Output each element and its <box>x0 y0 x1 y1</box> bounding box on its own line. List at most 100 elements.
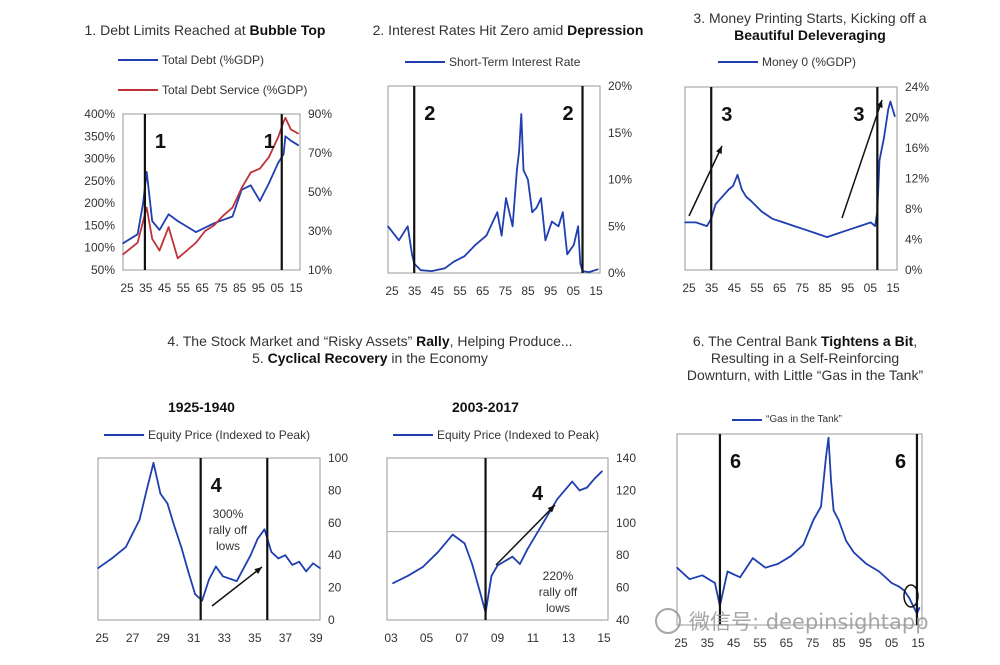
p2-xtick-label: 95 <box>544 284 558 298</box>
p6-gas-point <box>825 456 827 458</box>
p3-a-arrow-shaft <box>688 145 723 217</box>
p2-xtick-label: 85 <box>521 284 535 298</box>
p2-rate-point <box>444 267 446 270</box>
p4a-xtick-label: 35 <box>248 631 262 645</box>
p3-ytick-label: 20% <box>905 111 929 125</box>
p3-xtick-label: 35 <box>705 281 719 295</box>
p6-xtick-label: 55 <box>753 636 767 650</box>
legend-swatch-blue <box>118 59 158 61</box>
p4b-equity-point <box>490 575 493 577</box>
p1-ytick-label: 300% <box>84 152 115 166</box>
p4a-annotation: lows <box>216 539 240 553</box>
p1-frame <box>122 113 301 271</box>
p4b-equity-point <box>451 533 454 536</box>
p3-money0-point <box>745 196 747 198</box>
p2-marker-label: 2 <box>563 103 574 125</box>
p6-gas-point <box>676 566 678 569</box>
p1-total-debt-point <box>297 144 299 146</box>
legend-debt-service: Total Debt Service (%GDP) <box>118 83 307 97</box>
p4b-ytick-label: 120 <box>616 483 636 497</box>
p4b-equity-point <box>541 523 544 526</box>
p4a-ytick-label: 100 <box>328 451 348 465</box>
p1-debt-service-point <box>268 156 270 158</box>
p6-marker-label: 6 <box>895 451 906 473</box>
p1-ytick-label: 100% <box>84 241 115 255</box>
panel5-title-pre: 5. <box>252 350 268 366</box>
p4b-equity-point <box>601 470 603 473</box>
p6-gas-point <box>865 563 868 565</box>
p6-gas-point <box>802 543 805 546</box>
p6-xtick-label: 05 <box>885 636 899 650</box>
p6-gas-point <box>890 582 893 584</box>
p1-xtick-label: 95 <box>252 281 266 295</box>
p2-rate-point <box>572 244 575 246</box>
p4a-arrow-head <box>254 567 262 574</box>
p1-xtick-label: 35 <box>139 281 153 295</box>
p3-money0-point <box>883 137 885 140</box>
p2-rate-point <box>527 178 529 181</box>
p2-rate-point <box>492 220 494 223</box>
p6-highlight-circle <box>903 584 919 608</box>
p3-ytick-label: 24% <box>905 80 929 94</box>
p1-total-debt-point <box>268 182 270 184</box>
p6-gas-point <box>830 480 832 483</box>
p2-xtick-label: 55 <box>453 284 467 298</box>
p1-debt-service-point <box>145 206 148 209</box>
p6-gas-point <box>812 519 815 521</box>
legend-total-debt: Total Debt (%GDP) <box>118 53 264 67</box>
p3-money0-point <box>859 225 861 227</box>
p3-money0-point <box>721 196 723 198</box>
p2-rate-point <box>588 271 590 273</box>
p1-total-debt-point <box>176 220 179 222</box>
p3-ytick-label: 16% <box>905 141 929 155</box>
p1-debt-service-point <box>259 167 261 170</box>
p1-debt-service-point <box>142 220 144 223</box>
p4a-frame <box>97 457 321 621</box>
p6-gas-point <box>726 570 729 573</box>
p4b-equity-point <box>526 548 529 551</box>
p3-money0-point <box>894 115 896 118</box>
p4a-equity-point <box>312 562 314 565</box>
p1-xtick-label: 15 <box>289 281 303 295</box>
p3-money0-point <box>706 225 708 227</box>
p3-money0-point <box>732 185 734 187</box>
panel4-title-text: 4. The Stock Market and “Risky Assets” <box>167 333 417 349</box>
p2-ytick-label: 10% <box>608 173 632 187</box>
p4b-ytick-label: 40 <box>616 613 630 627</box>
p4a-equity-point <box>215 565 217 568</box>
legend-short-term-rate: Short-Term Interest Rate <box>405 55 580 69</box>
p4b-equity-point <box>571 480 573 483</box>
p4a-ytick-label: 0 <box>328 613 335 627</box>
p4a-equity-point <box>277 557 280 560</box>
panel6-title-line3: Downturn, with Little “Gas in the Tank” <box>686 367 924 383</box>
legend-swatch-red <box>118 89 158 91</box>
p3-xtick-label: 45 <box>728 281 742 295</box>
p4b-arrow-shaft <box>495 504 556 566</box>
p2-rate-point <box>520 113 523 115</box>
p2-rate-point <box>406 225 409 228</box>
legend-swatch-blue <box>393 434 433 436</box>
legend-label: Money 0 (%GDP) <box>762 55 857 69</box>
panel4b-subtitle: 2003-2017 <box>452 399 519 415</box>
legend-money0: Money 0 (%GDP) <box>718 55 856 69</box>
p1-marker-label: 1 <box>264 131 275 153</box>
p1-marker-label: 1 <box>155 131 166 153</box>
p3-money0-point <box>804 228 807 231</box>
p6-gas-point <box>739 576 741 579</box>
panel3-title-bold: Beautiful Deleveraging <box>734 27 886 43</box>
p1-total-debt-point <box>122 242 124 245</box>
p1-debt-service-point <box>136 241 139 244</box>
legend-label: Total Debt (%GDP) <box>162 53 265 67</box>
p2-ytick-label: 20% <box>608 79 632 93</box>
p6-gas-point <box>701 574 704 577</box>
p4a-xtick-label: 29 <box>156 631 170 645</box>
p4b-ytick-label: 80 <box>616 548 630 562</box>
p1-ytick-label: 400% <box>84 107 115 121</box>
panel5-title-bold: Cyclical Recovery <box>267 350 388 366</box>
p6-xtick-label: 25 <box>674 636 688 650</box>
p4b-equity-point <box>556 498 559 501</box>
p4a-annotation: 300% <box>213 507 244 521</box>
p2-rate-point <box>522 169 525 171</box>
p4a-equity-point <box>124 546 127 548</box>
